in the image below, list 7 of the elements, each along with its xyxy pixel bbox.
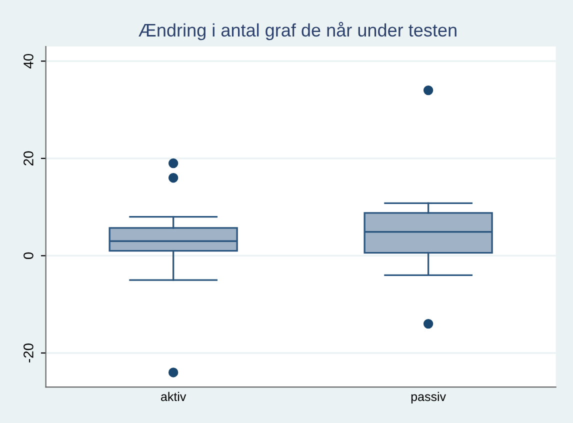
y-tick-label: 40: [24, 54, 34, 69]
y-tick-label: 0: [24, 252, 34, 260]
chart-title: Ændring i antal graf de når under testen: [138, 22, 456, 40]
x-tick-label: aktiv: [161, 392, 186, 402]
y-tick-label: -20: [24, 344, 34, 362]
y-tick-label: 20: [24, 151, 34, 166]
x-tick-label: passiv: [411, 392, 446, 404]
